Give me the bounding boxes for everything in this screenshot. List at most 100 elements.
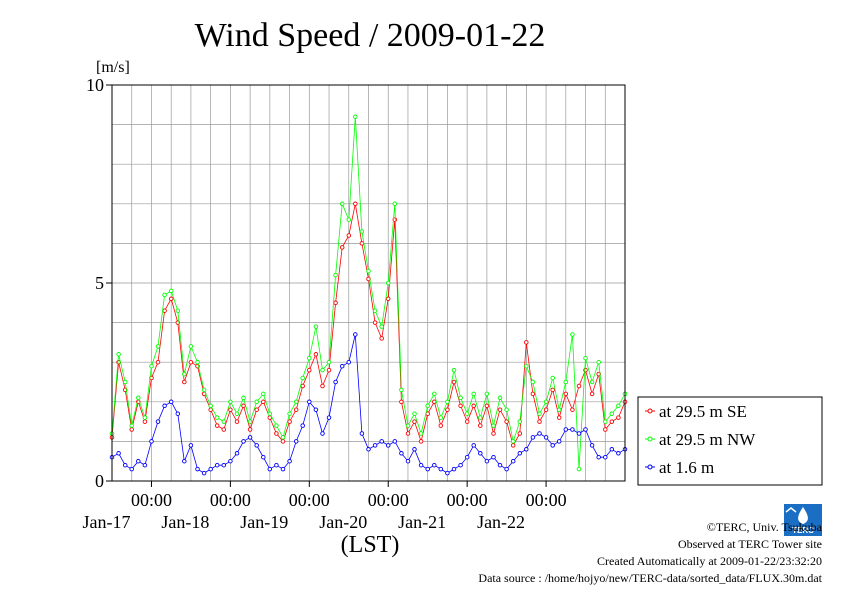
data-point: [333, 272, 338, 278]
data-point: [326, 415, 332, 420]
data-point: [241, 439, 246, 444]
data-point: [405, 431, 411, 436]
data-point: [517, 419, 523, 424]
x-tick-time-label: 00:00: [526, 490, 567, 510]
footer-copyright: ©TERC, Univ. Tsukuba: [707, 520, 823, 534]
data-point: [313, 407, 319, 412]
data-point: [155, 359, 161, 365]
data-point: [425, 466, 430, 472]
data-point: [136, 395, 141, 401]
data-point: [550, 387, 555, 393]
data-point: [261, 391, 266, 397]
data-point: [254, 407, 259, 412]
data-point: [510, 458, 516, 464]
data-point: [326, 359, 332, 365]
data-point: [234, 419, 240, 424]
data-point: [550, 443, 555, 448]
data-point: [563, 427, 569, 432]
data-point: [254, 443, 259, 448]
data-point: [478, 423, 483, 428]
data-point: [228, 399, 233, 405]
data-point: [379, 439, 384, 444]
data-point: [221, 462, 227, 468]
data-point: [385, 296, 391, 302]
data-point: [583, 367, 588, 373]
data-point: [491, 423, 496, 428]
data-point: [458, 403, 463, 409]
data-point: [339, 245, 345, 250]
data-point: [188, 344, 194, 349]
roof-icon: [785, 507, 797, 513]
data-point: [188, 443, 194, 448]
data-point: [366, 268, 371, 274]
data-point: [412, 419, 417, 424]
y-tick-label: 10: [86, 75, 104, 95]
data-point: [550, 375, 555, 381]
data-point: [576, 383, 582, 389]
x-tick-date-label: Jan-21: [398, 512, 446, 532]
data-point: [530, 379, 536, 385]
data-point: [346, 233, 352, 238]
data-point: [451, 466, 457, 472]
series-1: [109, 201, 628, 448]
data-point: [293, 399, 299, 405]
data-point: [129, 427, 134, 432]
data-point: [333, 300, 338, 306]
data-point: [261, 454, 266, 460]
data-point: [537, 431, 542, 436]
data-point: [155, 419, 161, 424]
data-point: [313, 324, 319, 329]
data-point: [353, 114, 358, 119]
data-point: [346, 217, 352, 222]
data-point: [201, 387, 207, 393]
data-point: [359, 241, 365, 246]
data-point: [418, 431, 424, 436]
data-point: [307, 355, 312, 361]
data-point: [353, 201, 358, 207]
terc-logo: TERC: [784, 504, 822, 536]
data-point: [247, 419, 253, 424]
data-point: [491, 431, 496, 436]
data-point: [274, 423, 279, 428]
data-point: [221, 427, 227, 432]
data-point: [293, 439, 299, 444]
series-layer: [109, 114, 628, 476]
data-point: [458, 462, 463, 468]
data-point: [576, 466, 582, 472]
footer-created: Created Automatically at 2009-01-22/23:3…: [597, 554, 822, 568]
data-point: [543, 407, 549, 412]
data-point: [418, 439, 424, 444]
data-point: [524, 363, 529, 369]
legend-swatch-marker: [647, 436, 653, 442]
data-point: [478, 451, 483, 456]
data-point: [221, 419, 227, 424]
x-tick-date-label: Jan-19: [240, 512, 288, 532]
data-point: [432, 462, 437, 468]
data-point: [543, 435, 549, 440]
data-point: [451, 367, 457, 373]
data-point: [247, 427, 253, 432]
logo-text: TERC: [792, 526, 814, 535]
data-point: [280, 439, 286, 444]
data-point: [142, 462, 148, 468]
data-point: [543, 399, 549, 405]
data-point: [188, 359, 194, 365]
plot-frame: [111, 84, 626, 482]
data-point: [320, 367, 325, 373]
data-point: [570, 407, 575, 412]
y-axis-ticks: 0 5 10: [86, 75, 112, 491]
data-point: [234, 451, 240, 456]
x-tick-date-label: Jan-20: [319, 512, 367, 532]
data-point: [116, 451, 121, 456]
legend: at 29.5 m SE at 29.5 m NW at 1.6 m: [637, 396, 823, 486]
data-point: [464, 454, 470, 460]
data-point: [537, 419, 542, 424]
data-point: [162, 308, 167, 313]
data-point: [142, 415, 148, 420]
data-point: [432, 399, 437, 405]
data-point: [556, 415, 562, 420]
data-point: [596, 454, 601, 460]
x-tick-time-label: 00:00: [447, 490, 488, 510]
data-point: [182, 379, 187, 385]
y-axis-unit: [m/s]: [96, 59, 130, 76]
